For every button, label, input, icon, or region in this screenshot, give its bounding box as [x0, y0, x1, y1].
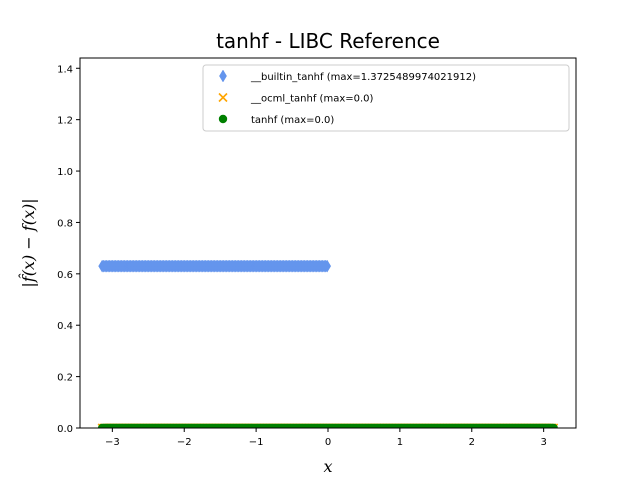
series-layer	[97, 259, 559, 428]
y-tick-label: 1.0	[57, 167, 73, 178]
x-tick-label: −2	[177, 437, 192, 448]
series-thin_diamond	[98, 259, 332, 273]
y-tick-label: 0.2	[57, 373, 73, 384]
legend-label: __ocml_tanhf (max=0.0)	[250, 94, 374, 105]
y-tick-label: 0.4	[57, 321, 73, 332]
x-tick-label: 1	[397, 437, 403, 448]
y-ticks: 0.0 0.2 0.4 0.6 0.8 1.0 1.2 1.4	[57, 64, 80, 435]
y-tick-label: 1.4	[57, 64, 73, 75]
x-ticks: −3 −2 −1 0 1 2 3	[105, 428, 547, 448]
data-point	[549, 423, 558, 428]
legend-label: tanhf (max=0.0)	[251, 115, 334, 126]
legend: __builtin_tanhf (max=1.3725489974021912)…	[202, 64, 570, 132]
x-tick-label: −3	[105, 437, 120, 448]
data-point	[323, 259, 332, 273]
legend-entries: __builtin_tanhf (max=1.3725489974021912)…	[218, 69, 476, 126]
plot-area	[79, 57, 577, 429]
legend-box	[202, 64, 570, 132]
x-tick-label: −1	[249, 437, 264, 448]
y-tick-label: 0.0	[57, 424, 73, 435]
series-circle	[97, 423, 558, 428]
x-axis-label: x	[323, 457, 332, 476]
legend-marker	[219, 69, 227, 83]
legend-marker	[218, 92, 228, 103]
legend-marker	[218, 114, 228, 124]
x-tick-label: 3	[540, 437, 546, 448]
x-tick-label: 0	[325, 437, 331, 448]
chart-title: tanhf - LIBC Reference	[216, 29, 440, 53]
legend-label: __builtin_tanhf (max=1.3725489974021912)	[250, 72, 476, 83]
y-tick-label: 0.6	[57, 270, 73, 281]
y-tick-label: 1.2	[57, 116, 73, 127]
y-axis-label: |f̂(x) − f(x)|	[19, 198, 38, 287]
x-tick-label: 2	[469, 437, 475, 448]
y-tick-label: 0.8	[57, 218, 73, 229]
